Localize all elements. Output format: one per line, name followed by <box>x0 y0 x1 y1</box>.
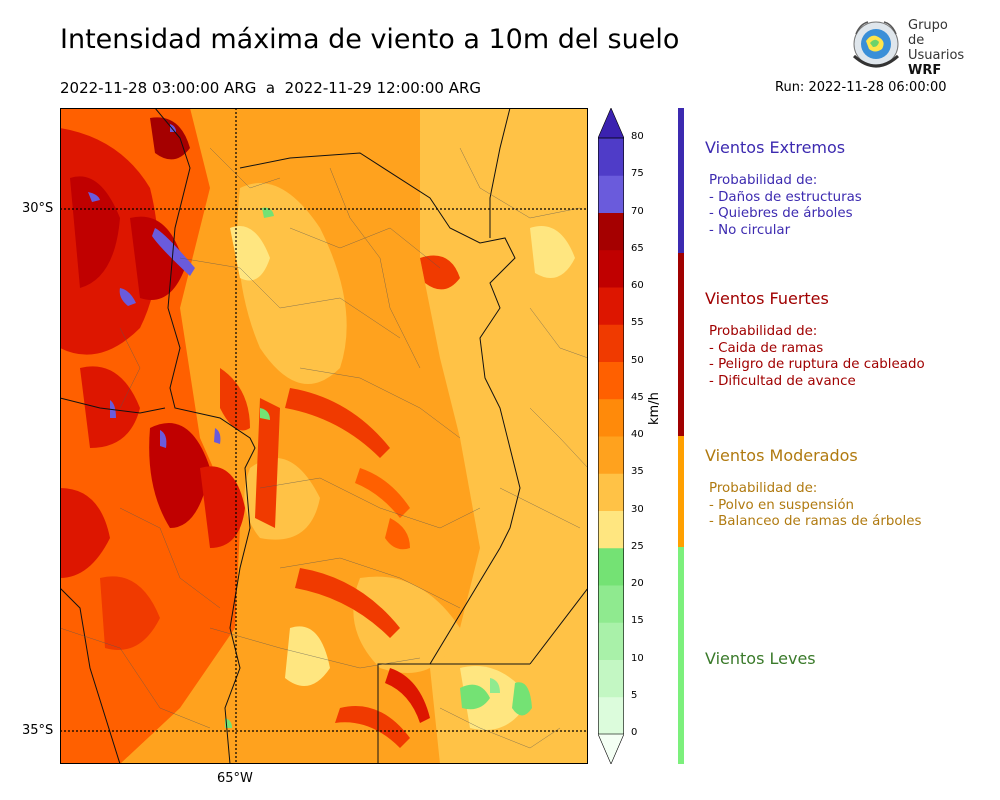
date-range: 2022-11-28 03:00:00 ARG a 2022-11-29 12:… <box>60 79 482 97</box>
category-description-line: - No circular <box>709 222 791 238</box>
category-title: Vientos Moderados <box>705 446 858 465</box>
logo-line3: WRF <box>908 63 942 78</box>
category-bar <box>678 108 684 253</box>
lon-label-65w: 65°W <box>217 771 253 786</box>
lat-label-35s: 35°S <box>22 723 54 738</box>
colorbar-tick-label: 0 <box>631 727 638 738</box>
colorbar-tick-label: 55 <box>631 317 644 329</box>
category-description-line: Probabilidad de: <box>709 481 818 496</box>
colorbar-segment <box>598 510 624 549</box>
colorbar-segment <box>598 361 624 400</box>
logo-line1: Grupo de <box>908 18 948 48</box>
colorbar-tick-label: 25 <box>631 540 644 552</box>
colorbar-segment <box>598 436 624 474</box>
run-time: Run: 2022-11-28 06:00:00 <box>775 80 947 95</box>
colorbar-tick-label: 40 <box>631 429 644 440</box>
colorbar-segment <box>598 659 624 698</box>
category-description-line: - Balanceo de ramas de árboles <box>709 514 922 529</box>
category-description-line: - Daños de estructuras <box>709 189 862 205</box>
category-description: Probabilidad de: - Daños de estructuras - … <box>705 173 862 239</box>
category-description-line: - Dificultad de avance <box>709 373 856 389</box>
colorbar-segment <box>598 287 624 325</box>
logo: Grupo de Usuarios WRF <box>848 16 968 78</box>
category-description-line: - Caida de ramas <box>709 340 824 356</box>
category-title: Vientos Extremos <box>705 138 846 157</box>
colorbar-tick-label: 5 <box>631 689 638 701</box>
logo-line2: Usuarios <box>908 48 965 63</box>
category-block: Vientos Moderados Probabilidad de: - Polvo… <box>705 446 921 531</box>
category-block: Vientos Extremos Probabilidad de: - Daños … <box>705 138 862 239</box>
category-bar <box>678 253 684 436</box>
category-description-line: - Peligro de ruptura de cableado <box>709 357 925 372</box>
category-description: Probabilidad de: - Caida de ramas - Peligr… <box>705 324 925 390</box>
colorbar-segment <box>598 212 624 251</box>
colorbar-tick-label: 60 <box>631 280 644 291</box>
category-description-line: Probabilidad de: <box>709 324 818 339</box>
colorbar-tick-label: 45 <box>631 391 644 403</box>
category-title: Vientos Fuertes <box>705 289 829 308</box>
category-block: Vientos Fuertes Probabilidad de: - Caida d… <box>705 289 925 390</box>
colorbar-tick-label: 70 <box>631 205 644 217</box>
colorbar-tick-label: 10 <box>631 652 644 664</box>
colorbar-tick-label: 80 <box>631 131 644 142</box>
colorbar-segment <box>598 622 624 660</box>
logo-text: Grupo de Usuarios WRF <box>908 18 968 78</box>
colorbar-segment <box>598 473 624 511</box>
colorbar-segment <box>598 138 624 176</box>
colorbar-segment <box>598 324 624 362</box>
globe-logo-icon <box>852 21 900 68</box>
colorbar-tick-label: 30 <box>631 503 644 515</box>
colorbar-max-extension <box>598 108 624 139</box>
page-title: Intensidad máxima de viento a 10m del su… <box>60 24 680 55</box>
colorbar-segment <box>598 398 624 437</box>
category-bar <box>678 436 684 547</box>
colorbar-tick-label: 20 <box>631 578 644 589</box>
colorbar-segment <box>598 175 624 213</box>
colorbar-segment <box>598 249 624 288</box>
category-description-line: - Polvo en suspensión <box>709 497 854 513</box>
category-description: Probabilidad de: - Polvo en suspensión - B… <box>705 481 921 531</box>
colorbar <box>598 108 624 764</box>
category-title: Vientos Leves <box>705 649 816 668</box>
colorbar-tick-label: 75 <box>631 168 644 180</box>
lat-label-30s: 30°S <box>22 201 54 216</box>
category-description-line: Probabilidad de: <box>709 173 818 188</box>
category-description-line: - Quiebres de árboles <box>709 206 853 221</box>
colorbar-tick-label: 35 <box>631 466 644 478</box>
colorbar-segment <box>598 696 624 735</box>
category-bar <box>678 547 684 764</box>
colorbar-tick-label: 50 <box>631 354 644 366</box>
colorbar-segment <box>598 585 624 623</box>
colorbar-min-extension <box>598 733 624 764</box>
colorbar-tick-label: 65 <box>631 242 644 254</box>
colorbar-segment <box>598 547 624 586</box>
colorbar-unit: km/h <box>647 392 662 425</box>
category-block: Vientos Leves <box>705 649 816 668</box>
colorbar-tick-label: 15 <box>631 615 644 627</box>
wind-map <box>60 108 588 764</box>
